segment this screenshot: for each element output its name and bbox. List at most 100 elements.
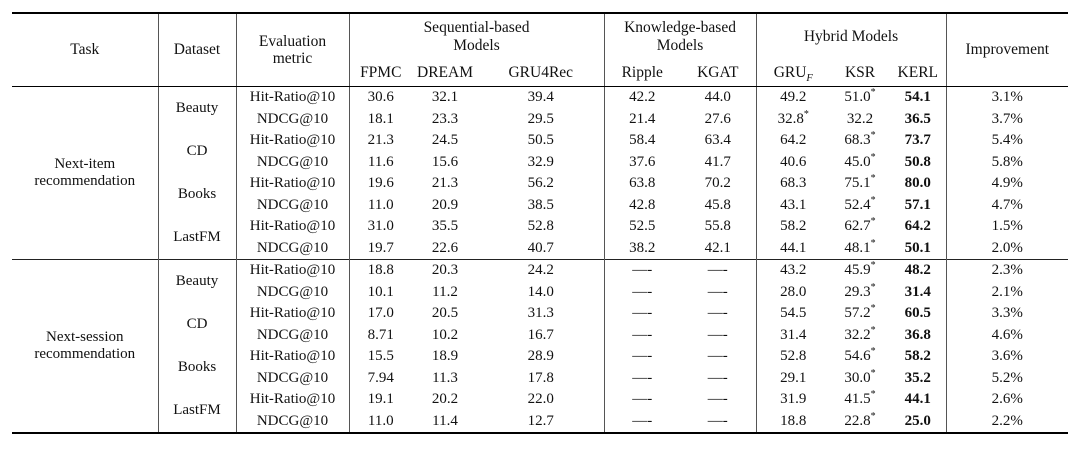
dataset-cell: LastFM xyxy=(158,216,237,260)
value-cell: 63.8 xyxy=(629,175,656,192)
value-cell: 58.2 xyxy=(890,346,947,368)
value-cell: 62.7* xyxy=(844,216,876,235)
metric-cell: Hit-Ratio@10 xyxy=(236,259,350,282)
value-cell: 18.9 xyxy=(431,348,459,365)
value-cell: 41.7 xyxy=(680,151,757,173)
improvement-cell: 1.5% xyxy=(991,218,1023,235)
value-cell: 16.7 xyxy=(478,324,605,346)
value-cell: 75.1* xyxy=(844,173,876,192)
column-header-ksr: KSR xyxy=(830,59,891,87)
value-cell: —- xyxy=(632,369,653,386)
dataset-cell: Books xyxy=(158,173,237,216)
column-header-gru4rec: GRU4Rec xyxy=(478,59,605,87)
value-cell: 70.2 xyxy=(680,173,757,195)
group-header-hybrid: Hybrid Models xyxy=(756,13,947,59)
value-cell: 57.1 xyxy=(890,194,947,216)
value-cell: —- xyxy=(680,346,757,368)
value-cell: 22.8* xyxy=(844,410,876,429)
value-cell: 28.0 xyxy=(780,283,807,300)
value-cell: 41.5* xyxy=(844,389,876,408)
value-cell: 21.4 xyxy=(629,110,656,127)
value-cell: 68.3* xyxy=(844,130,876,149)
table-row: LastFM Hit-Ratio@10 31.0 35.5 52.8 52.5 55.8 58… xyxy=(12,216,1068,260)
value-cell: 55.8 xyxy=(680,216,757,238)
value-cell: 25.0 xyxy=(890,410,947,433)
column-header-metric: Evaluation metric xyxy=(236,13,350,87)
value-cell: 32.8* xyxy=(777,108,809,127)
table-row: NDCG@10 11.0 11.4 12.7 —- —- 18.8 22.8* 25.0 2.2% xyxy=(12,410,1068,433)
column-header-improvement: Improvement xyxy=(946,13,1069,87)
value-cell: 56.2 xyxy=(478,173,605,195)
improvement-cell: 3.3% xyxy=(991,305,1023,322)
improvement-cell: 2.1% xyxy=(991,283,1023,300)
value-cell: 57.2* xyxy=(844,303,876,322)
value-cell: 24.5 xyxy=(431,132,459,149)
dataset-cell: CD xyxy=(158,303,237,346)
value-cell: 35.5 xyxy=(431,218,459,235)
value-cell: —- xyxy=(632,305,653,322)
value-cell: 68.3 xyxy=(780,175,807,192)
value-cell: 50.8 xyxy=(890,151,947,173)
column-header-fpmc: FPMC xyxy=(349,59,412,87)
value-cell: 63.4 xyxy=(680,130,757,152)
value-cell: 52.4* xyxy=(844,194,876,213)
metric-cell: Hit-Ratio@10 xyxy=(236,303,350,325)
improvement-cell: 3.1% xyxy=(991,89,1023,106)
value-cell: 50.1 xyxy=(890,237,947,260)
value-cell: 28.9 xyxy=(478,346,605,368)
value-cell: 29.5 xyxy=(478,108,605,130)
improvement-cell: 2.3% xyxy=(946,259,1069,282)
value-cell: 32.2 xyxy=(846,110,874,127)
improvement-cell: 4.9% xyxy=(991,175,1023,192)
metric-cell: NDCG@10 xyxy=(236,367,350,389)
metric-cell: Hit-Ratio@10 xyxy=(236,216,350,238)
table-row: Books Hit-Ratio@10 15.5 18.9 28.9 —- —- 52.8 54.… xyxy=(12,346,1068,389)
header-model-row: FPMC DREAM GRU4Rec Ripple KGAT GRUF KSR … xyxy=(12,59,1068,87)
value-cell: 32.2* xyxy=(844,324,876,343)
value-cell: 10.2 xyxy=(431,326,459,343)
value-cell: 20.5 xyxy=(431,305,459,322)
value-cell: 18.8 xyxy=(349,259,412,282)
value-cell: 18.1 xyxy=(367,110,394,127)
value-cell: 10.1 xyxy=(367,283,394,300)
table-header: Task Dataset Evaluation metric Sequentia… xyxy=(12,13,1069,87)
dataset-cell: Beauty xyxy=(158,259,237,303)
column-header-ripple: Ripple xyxy=(604,59,681,87)
value-cell: 23.3 xyxy=(431,110,459,127)
value-cell: 38.5 xyxy=(478,194,605,216)
value-cell: 11.6 xyxy=(367,153,394,170)
value-cell: 27.6 xyxy=(680,108,757,130)
value-cell: 15.6 xyxy=(431,153,459,170)
value-cell: 54.5 xyxy=(780,305,807,322)
value-cell: 11.0 xyxy=(367,412,394,429)
improvement-cell: 5.8% xyxy=(991,153,1023,170)
value-cell: 14.0 xyxy=(478,281,605,303)
value-cell: 58.4 xyxy=(629,132,656,149)
value-cell: 31.3 xyxy=(478,303,605,325)
group-header-sequential: Sequential-based Models xyxy=(349,13,605,59)
value-cell: 37.6 xyxy=(629,153,656,170)
value-cell: 11.3 xyxy=(432,369,458,386)
value-cell: 48.2 xyxy=(890,259,947,282)
value-cell: 32.9 xyxy=(478,151,605,173)
dataset-cell: LastFM xyxy=(158,389,237,433)
table-row: Next-item recommendation Beauty Hit-Ratio@… xyxy=(12,86,1068,260)
value-cell: 38.2 xyxy=(629,239,656,256)
improvement-cell: 3.7% xyxy=(991,110,1023,127)
value-cell: 49.2 xyxy=(780,89,807,106)
value-cell: 21.3 xyxy=(431,175,459,192)
value-cell: 20.2 xyxy=(431,391,459,408)
value-cell: 64.2 xyxy=(780,132,807,149)
value-cell: 7.94 xyxy=(367,369,394,386)
metric-cell: NDCG@10 xyxy=(236,281,350,303)
value-cell: 19.6 xyxy=(367,175,394,192)
value-cell: 30.6 xyxy=(367,89,394,106)
value-cell: —- xyxy=(632,391,653,408)
metric-cell: Hit-Ratio@10 xyxy=(236,389,350,411)
value-cell: —- xyxy=(632,348,653,365)
value-cell: 31.4 xyxy=(780,326,807,343)
value-cell: 58.2 xyxy=(780,218,807,235)
value-cell: 18.8 xyxy=(780,412,807,429)
table-row: NDCG@10 8.71 10.2 16.7 —- —- 31.4 32.2* 36.8 4.6% xyxy=(12,324,1068,346)
